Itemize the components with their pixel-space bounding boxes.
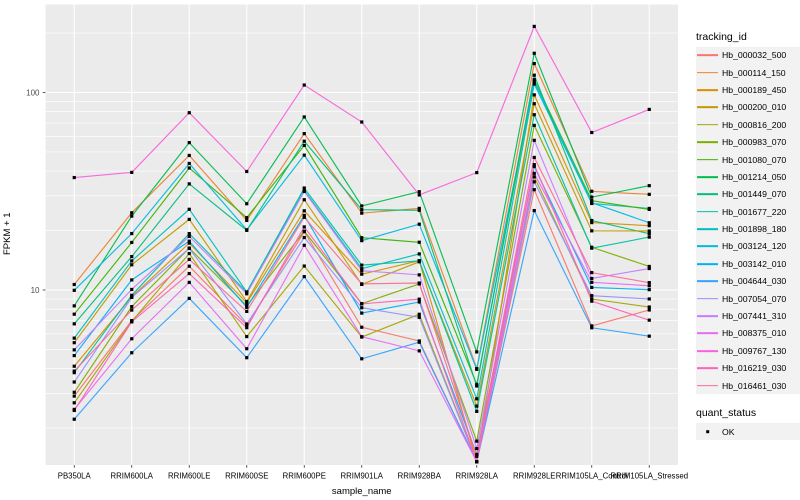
svg-text:RRIM928BA: RRIM928BA xyxy=(398,472,442,481)
svg-text:RRIM105LA_Stressed: RRIM105LA_Stressed xyxy=(610,472,688,481)
svg-text:PB350LA: PB350LA xyxy=(58,472,92,481)
svg-text:100: 100 xyxy=(26,88,40,97)
svg-text:RRIM600LA: RRIM600LA xyxy=(111,472,154,481)
svg-text:RRIM600PE: RRIM600PE xyxy=(283,472,326,481)
svg-text:10: 10 xyxy=(31,286,40,295)
svg-text:RRIM600LE: RRIM600LE xyxy=(168,472,210,481)
svg-text:RRIM901LA: RRIM901LA xyxy=(341,472,384,481)
svg-text:RRIM928LE: RRIM928LE xyxy=(513,472,555,481)
svg-text:RRIM928LA: RRIM928LA xyxy=(456,472,499,481)
svg-text:RRIM600SE: RRIM600SE xyxy=(225,472,268,481)
